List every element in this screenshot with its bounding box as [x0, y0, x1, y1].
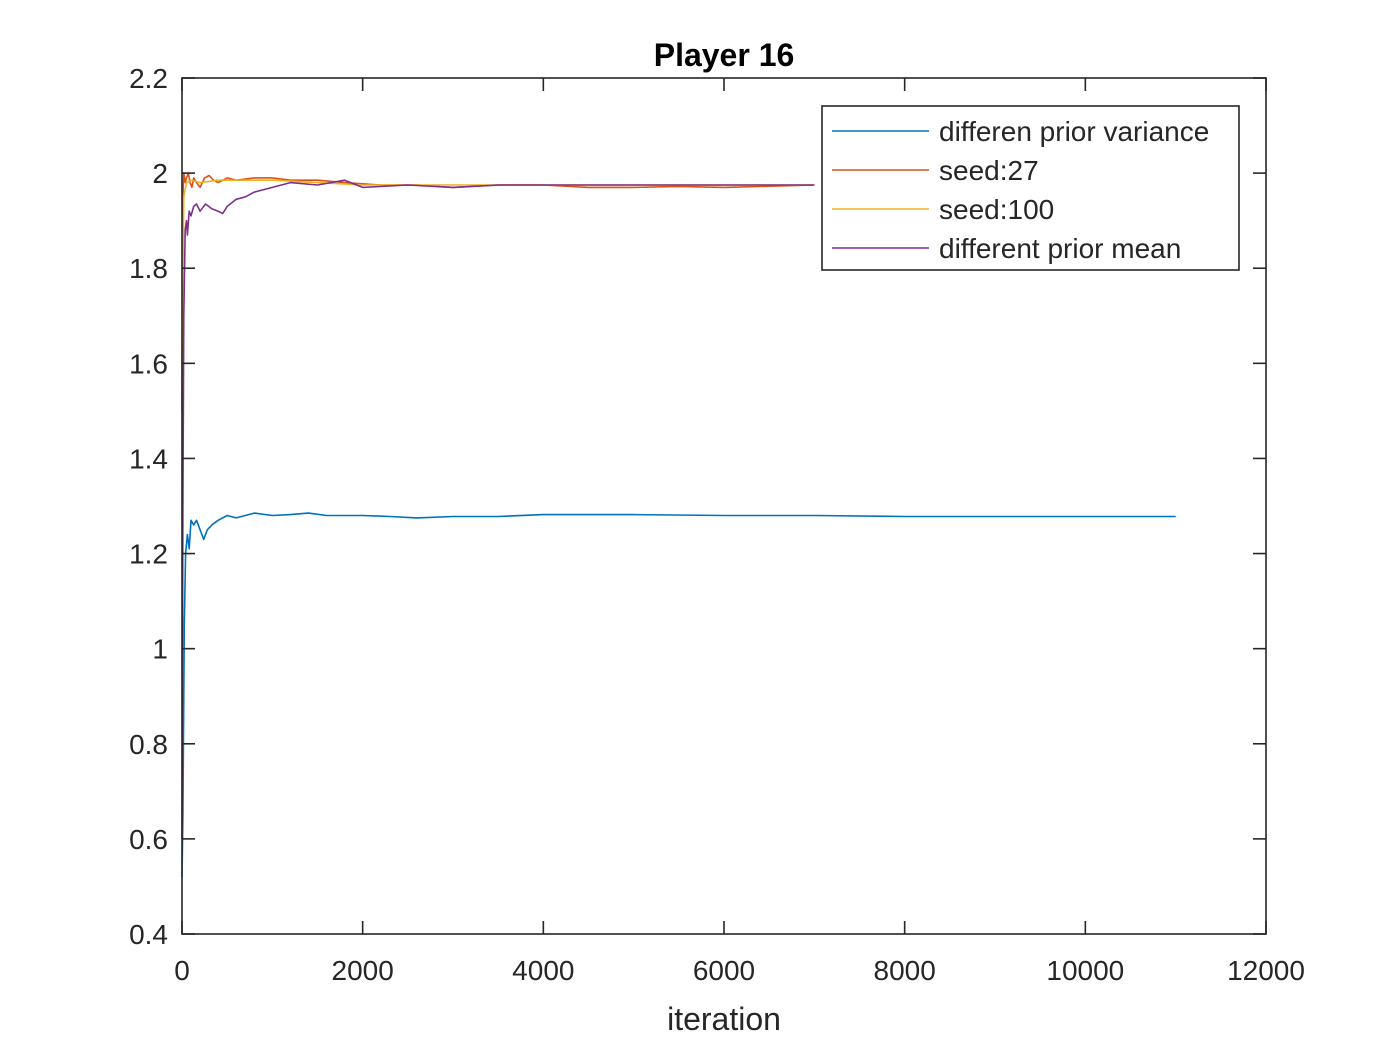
- legend: differen prior variance seed:27 seed:100…: [821, 105, 1240, 271]
- legend-label-0: differen prior variance: [939, 116, 1209, 147]
- x-axis-label: iteration: [667, 1001, 781, 1037]
- legend-label-3: different prior mean: [939, 233, 1181, 264]
- y-tick-label: 1.4: [129, 443, 168, 474]
- series-line-0: [181, 512, 1176, 877]
- y-tick-label: 1.8: [129, 253, 168, 284]
- x-tick-label: 10000: [1046, 955, 1124, 986]
- y-tick-label: 1.2: [129, 539, 168, 570]
- x-tick-label: 2000: [332, 955, 394, 986]
- y-tick-label: 0.8: [129, 729, 168, 760]
- y-tick-label: 0.4: [129, 919, 168, 950]
- legend-label-2: seed:100: [939, 194, 1054, 225]
- series-line-3: [181, 179, 815, 839]
- y-tick-label: 2.2: [129, 63, 168, 94]
- ticks-layer: 0 2000 4000 6000 8000 10000 12000 0.4 0.6 0.8 1 1.2…: [129, 63, 1305, 986]
- legend-box: [821, 105, 1240, 271]
- chart-title: Player 16: [654, 37, 795, 73]
- legend-label-1: seed:27: [939, 155, 1039, 186]
- x-tick-label: 12000: [1227, 955, 1305, 986]
- y-tick-label: 2: [152, 158, 168, 189]
- x-tick-label: 4000: [512, 955, 574, 986]
- y-tick-label: 1: [152, 634, 168, 665]
- x-tick-label: 6000: [693, 955, 755, 986]
- y-tick-label: 0.6: [129, 824, 168, 855]
- series-layer: [181, 172, 1176, 877]
- x-tick-label: 8000: [874, 955, 936, 986]
- x-tick-label: 0: [174, 955, 190, 986]
- y-tick-label: 1.6: [129, 348, 168, 379]
